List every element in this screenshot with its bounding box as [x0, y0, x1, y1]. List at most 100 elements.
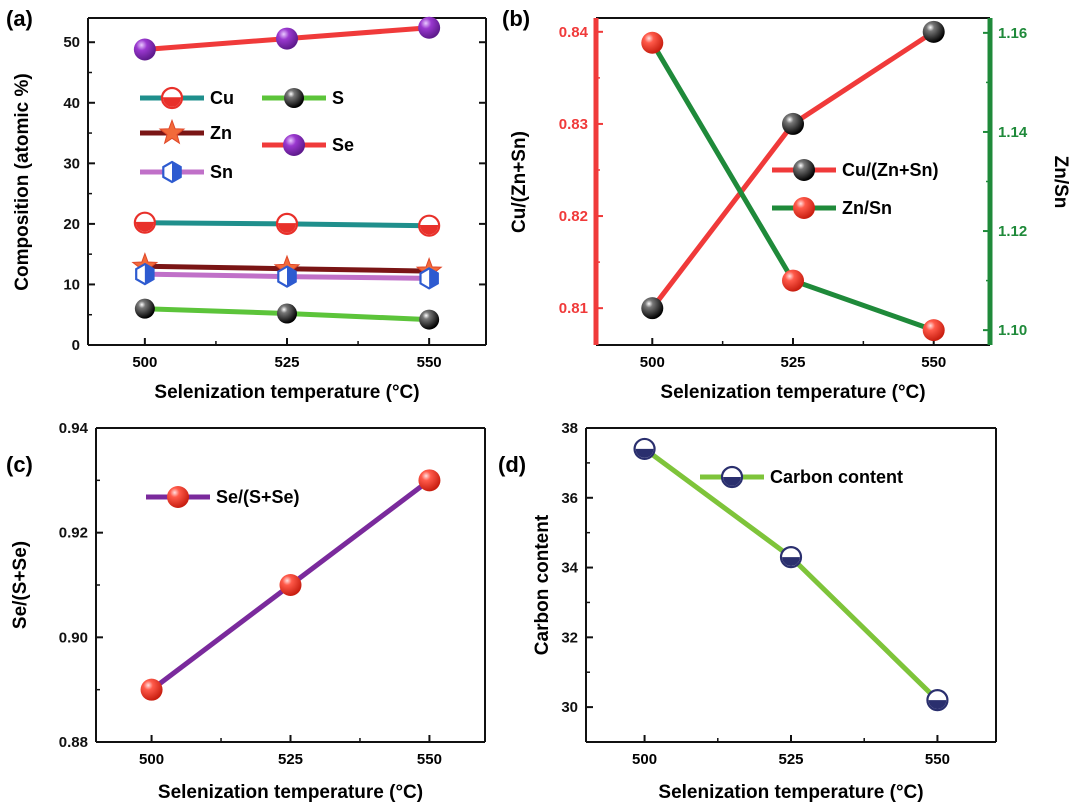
- y-axis-label: Carbon content: [532, 514, 553, 655]
- data-point: [418, 17, 440, 39]
- legend-marker: [722, 467, 742, 487]
- y-tick-label: 0.88: [59, 734, 88, 751]
- y-tick-label: 1.10: [998, 322, 1027, 339]
- data-point-ball: [280, 574, 302, 596]
- panel-label: (b): [502, 6, 530, 31]
- data-point: [418, 469, 440, 491]
- legend-marker-ball: [284, 88, 304, 108]
- panel-label: (c): [6, 452, 33, 477]
- x-axis-label: Selenization temperature (°C): [660, 382, 925, 403]
- legend-marker: [793, 197, 815, 219]
- y-tick-label: 0.92: [59, 525, 88, 542]
- legend-item: Sn: [140, 162, 233, 182]
- x-tick-label: 550: [417, 751, 442, 768]
- x-tick-label: 525: [778, 751, 803, 768]
- y-tick-label: 50: [63, 34, 80, 51]
- data-point: [141, 679, 163, 701]
- data-point: [276, 28, 298, 50]
- legend-item: Se: [262, 134, 354, 156]
- legend-marker: [167, 486, 189, 508]
- data-point: [781, 547, 801, 567]
- data-point-ball: [419, 310, 439, 330]
- data-point-ball: [782, 270, 804, 292]
- panel-d: 500 525 550Selenization temperature (°C) (d…: [498, 420, 996, 803]
- data-point: [419, 310, 439, 330]
- data-point: [134, 38, 156, 60]
- data-point: [782, 270, 804, 292]
- x-tick-label: 550: [417, 354, 442, 371]
- y-tick-label: 32: [561, 629, 578, 646]
- data-point: [280, 574, 302, 596]
- legend-label: Cu: [210, 88, 234, 108]
- data-point-ball: [923, 319, 945, 341]
- y-tick-label: 0.81: [559, 300, 588, 317]
- y-tick-label: 0: [72, 337, 80, 354]
- data-point: [278, 267, 295, 287]
- legend-label: Zn: [210, 123, 232, 143]
- data-point: [635, 439, 655, 459]
- x-tick-label: 550: [921, 354, 946, 371]
- data-point-ball: [923, 21, 945, 43]
- legend-marker: [793, 159, 815, 181]
- data-point: [136, 264, 153, 284]
- data-point-ball: [641, 297, 663, 319]
- legend-label: Sn: [210, 162, 233, 182]
- legend-label: Carbon content: [770, 467, 903, 487]
- x-tick-label: 500: [632, 751, 657, 768]
- legend-marker-star: [160, 120, 184, 143]
- data-point: [135, 299, 155, 319]
- x-tick-label: 550: [925, 751, 950, 768]
- legend-marker-ball: [793, 197, 815, 219]
- data-point: [419, 216, 439, 236]
- legend-marker: [283, 134, 305, 156]
- x-tick-label: 525: [780, 354, 805, 371]
- data-point-ball: [277, 304, 297, 324]
- data-point: [421, 268, 438, 288]
- y-tick-label: 0.82: [559, 208, 588, 225]
- y-tick-label: 1.16: [998, 25, 1027, 42]
- x-axis-label: Selenization temperature (°C): [154, 382, 419, 403]
- data-point: [135, 213, 155, 233]
- data-point-ball: [418, 469, 440, 491]
- y-tick-label: 1.14: [998, 124, 1028, 141]
- legend-item: Cu: [140, 88, 234, 108]
- data-point-ball: [135, 299, 155, 319]
- legend-item: Cu/(Zn+Sn): [772, 159, 939, 181]
- y-tick-label: 40: [63, 95, 80, 112]
- data-point-ball: [134, 38, 156, 60]
- y-tick-label: 10: [63, 276, 80, 293]
- y-axis-label: Composition (atomic %): [12, 73, 33, 290]
- panel-c: 500 525 550 Selenization temperature (°C) (c…: [6, 420, 485, 803]
- data-point: [782, 113, 804, 135]
- data-point: [641, 297, 663, 319]
- data-point: [923, 21, 945, 43]
- y-tick-label: 30: [561, 699, 578, 716]
- panel-label: (d): [498, 452, 526, 477]
- data-point: [923, 319, 945, 341]
- legend-label: S: [332, 88, 344, 108]
- y-axis-label: Se/(S+Se): [10, 541, 31, 629]
- data-point: [277, 214, 297, 234]
- x-tick-label: 500: [640, 354, 665, 371]
- y-tick-label: 20: [63, 216, 80, 233]
- legend-marker: [162, 88, 182, 108]
- y-tick-label: 36: [561, 490, 578, 507]
- legend-label: Zn/Sn: [842, 198, 892, 218]
- y-axis-label: Zn/Sn: [1050, 156, 1069, 209]
- x-axis-label: Selenization temperature (°C): [658, 782, 923, 803]
- data-point-ball: [418, 17, 440, 39]
- legend-marker: [284, 88, 304, 108]
- legend-item: S: [262, 88, 344, 108]
- legend-item: Zn/Sn: [772, 197, 892, 219]
- data-point: [641, 32, 663, 54]
- legend-label: Se: [332, 135, 354, 155]
- y-tick-label: 38: [561, 420, 578, 437]
- legend-item: Carbon content: [700, 467, 903, 487]
- legend-item: Zn: [140, 120, 232, 143]
- data-point-ball: [782, 113, 804, 135]
- legend-marker: [163, 162, 180, 182]
- legend-marker-ball: [167, 486, 189, 508]
- legend-label: Se/(S+Se): [216, 487, 300, 507]
